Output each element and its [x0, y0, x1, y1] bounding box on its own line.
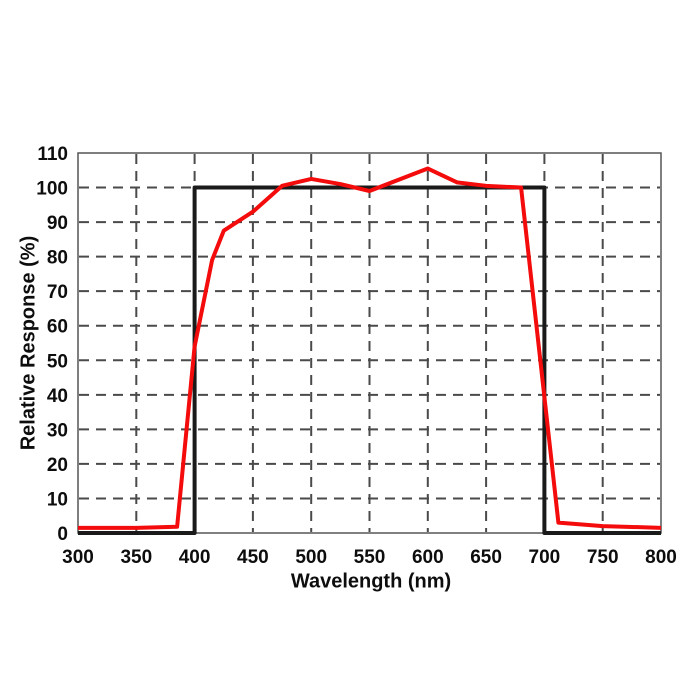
x-tick-label: 700 — [529, 547, 561, 568]
x-tick-label: 600 — [412, 547, 444, 568]
y-tick-label: 50 — [47, 351, 68, 372]
y-tick-label: 80 — [47, 248, 68, 269]
y-tick-label: 60 — [47, 317, 68, 338]
y-tick-label: 70 — [47, 282, 68, 303]
y-axis-title: Relative Response (%) — [17, 235, 40, 451]
y-tick-label: 30 — [47, 420, 68, 441]
x-tick-label: 500 — [295, 547, 327, 568]
x-tick-label: 300 — [62, 547, 94, 568]
x-tick-label: 550 — [354, 547, 386, 568]
y-tick-label: 20 — [47, 455, 68, 476]
plot-frame — [77, 152, 662, 534]
x-tick-label: 800 — [645, 547, 677, 568]
x-axis-title: Wavelength (nm) — [290, 570, 452, 593]
y-tick-label: 0 — [57, 524, 68, 545]
x-tick-label: 450 — [237, 547, 269, 568]
y-tick-label: 90 — [47, 213, 68, 234]
x-tick-label: 350 — [120, 547, 152, 568]
series-line-ideal-bandpass-step — [78, 185, 661, 535]
x-tick-label: 400 — [179, 547, 211, 568]
x-tick-label: 650 — [470, 547, 502, 568]
y-tick-label: 10 — [47, 489, 68, 510]
x-tick-label: 750 — [587, 547, 619, 568]
y-tick-label: 40 — [47, 386, 68, 407]
series-line-measured-relative-response — [78, 166, 662, 530]
y-tick-label: 110 — [37, 144, 68, 165]
y-tick-label: 100 — [36, 179, 68, 200]
